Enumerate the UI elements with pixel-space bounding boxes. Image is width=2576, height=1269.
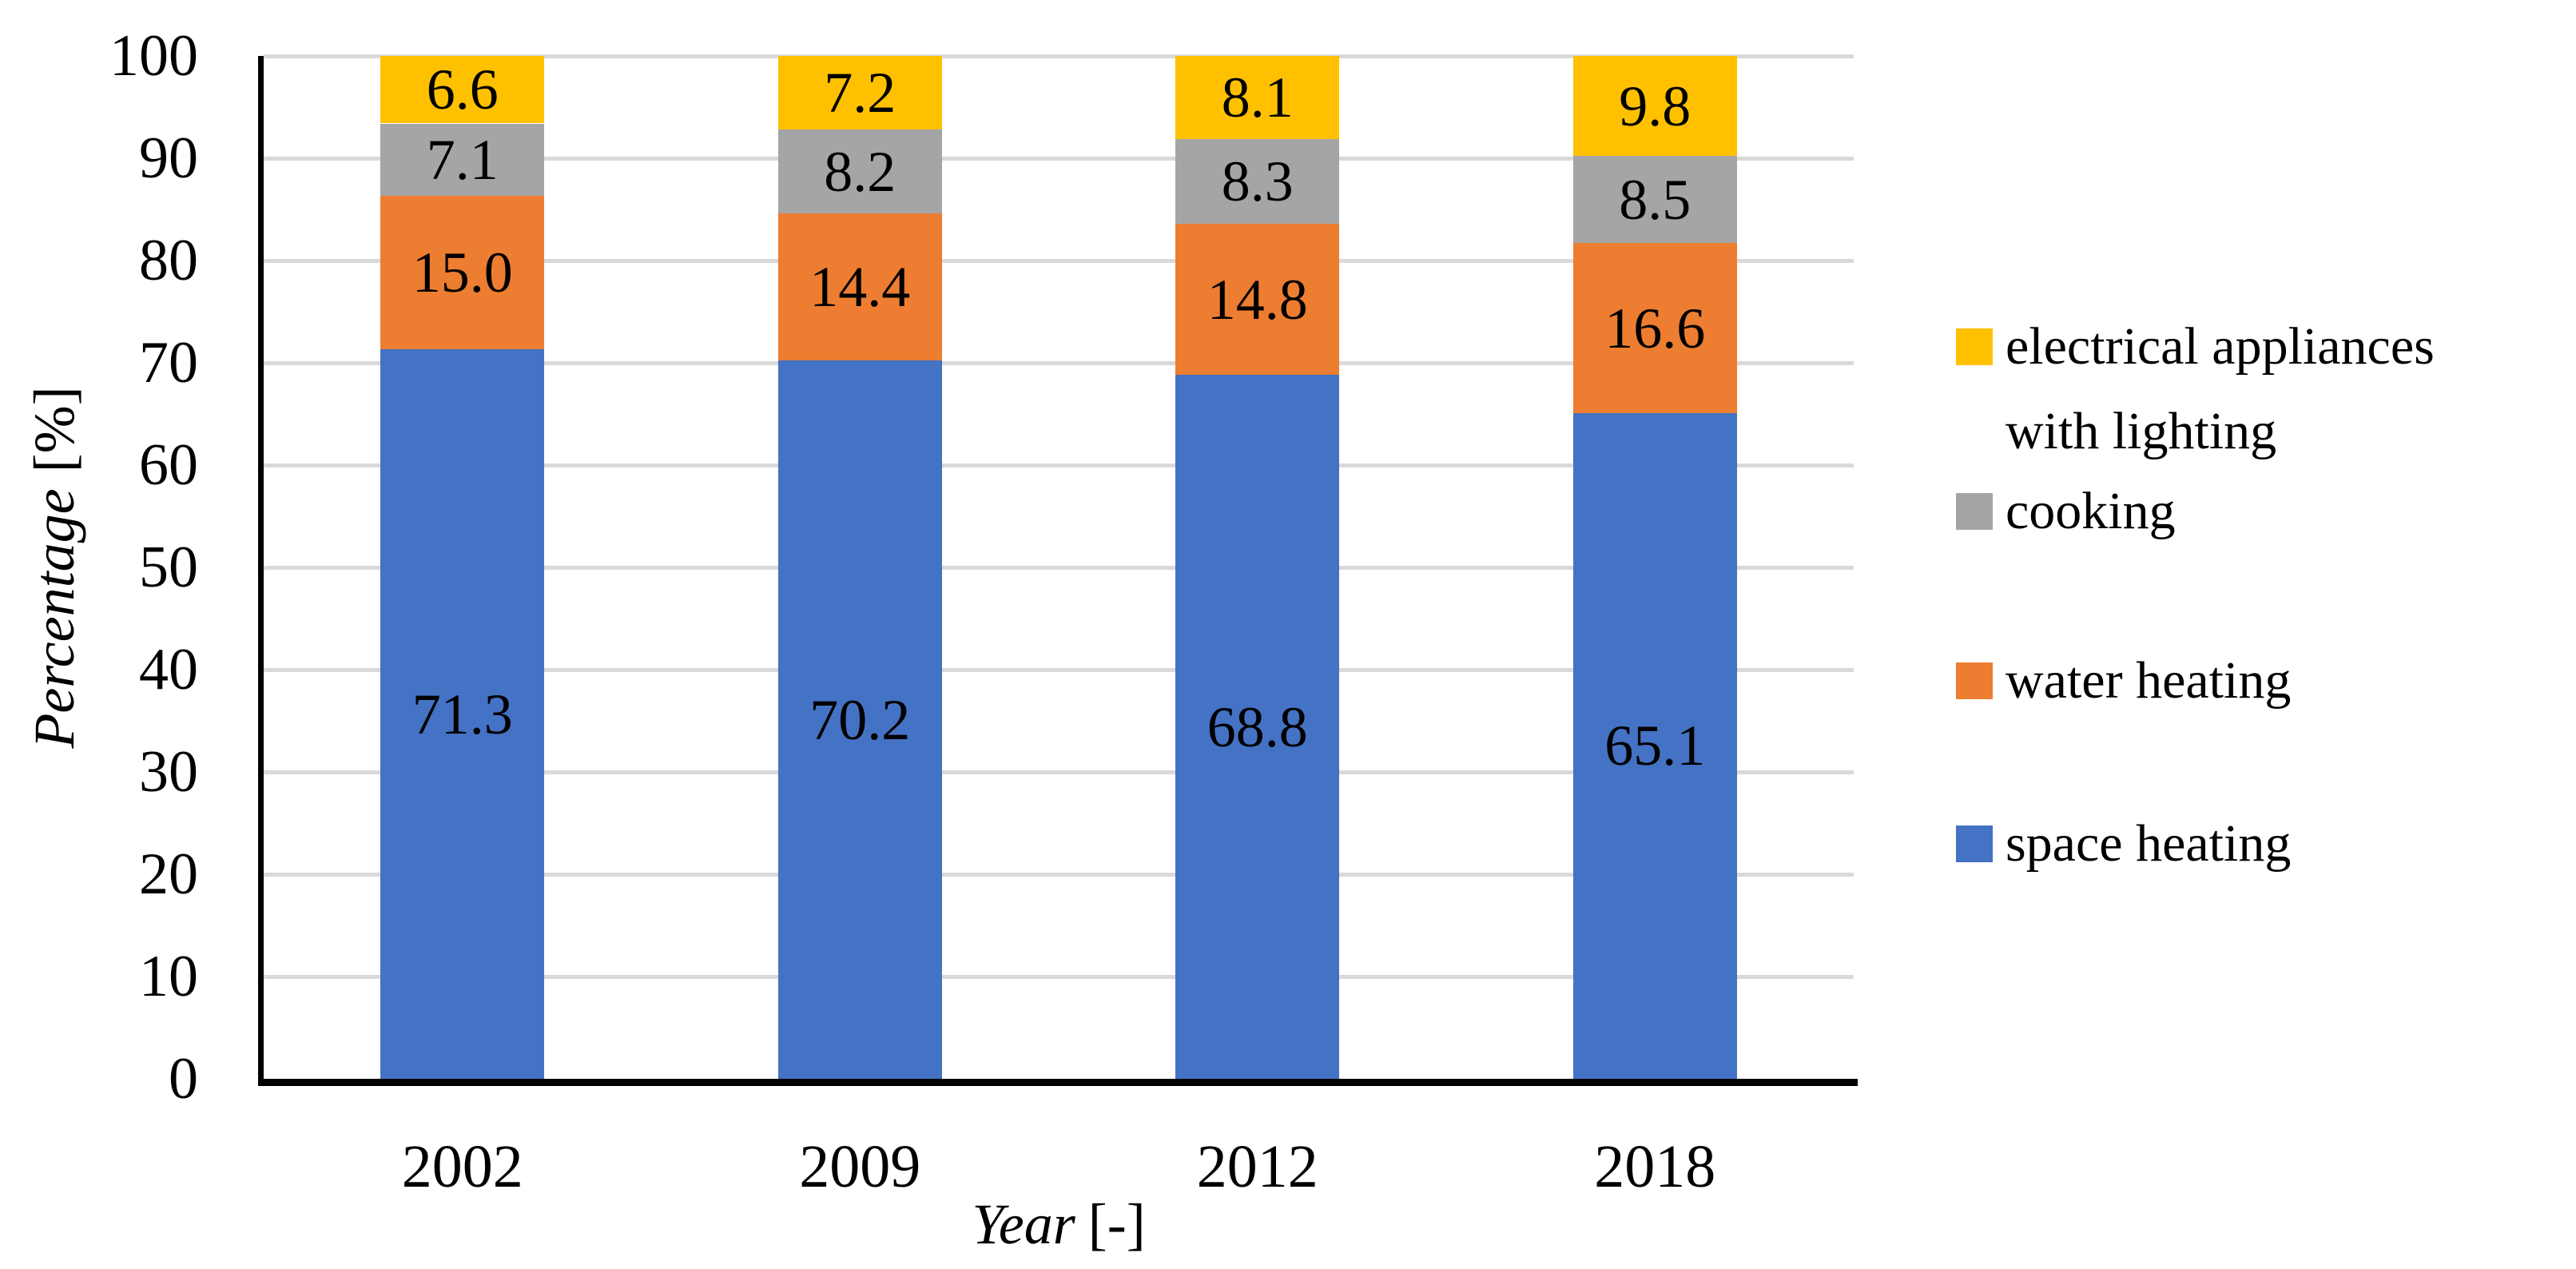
data-label: 9.8 [1619, 74, 1691, 138]
segment-water-heating: 15.0 [380, 196, 545, 350]
x-tick-label-2009: 2009 [799, 1133, 921, 1200]
segment-cooking: 8.5 [1572, 156, 1737, 244]
segment-electrical-appliances-with-lighting: 9.8 [1572, 56, 1737, 157]
gridline [264, 463, 1854, 467]
segment-electrical-appliances-with-lighting: 8.1 [1175, 56, 1340, 139]
y-tick-label: 20 [139, 841, 198, 907]
y-tick-label: 10 [139, 944, 198, 1009]
data-label: 6.6 [426, 58, 499, 122]
legend-item-electrical-appliances: electrical appliances with lighting [1956, 304, 2435, 474]
data-label: 68.8 [1207, 694, 1308, 759]
segment-electrical-appliances-with-lighting: 6.6 [380, 56, 545, 124]
bar-2002: 71.3 15.0 7.1 6.6 [380, 56, 545, 1079]
data-label: 16.6 [1604, 296, 1706, 360]
segment-water-heating: 16.6 [1572, 243, 1737, 413]
legend-swatch-icon [1956, 493, 1993, 530]
segment-water-heating: 14.4 [777, 213, 942, 361]
gridline [264, 975, 1854, 979]
y-tick-label: 30 [139, 739, 198, 805]
legend-label: cooking [2006, 482, 2176, 540]
bar-2009: 70.2 14.4 8.2 7.2 [777, 56, 942, 1079]
legend-label: water heating [2006, 651, 2292, 710]
x-tick-label-2002: 2002 [401, 1133, 523, 1200]
data-label: 7.2 [824, 61, 896, 125]
gridline [264, 873, 1854, 877]
data-label: 65.1 [1604, 714, 1706, 778]
data-label: 8.3 [1221, 149, 1294, 213]
gridline [264, 157, 1854, 161]
bar-2018: 65.1 16.6 8.5 9.8 [1572, 56, 1737, 1079]
legend-label: space heating [2006, 814, 2292, 873]
legend-item-space-heating: space heating [1956, 802, 2291, 886]
legend-item-cooking: cooking [1956, 469, 2176, 554]
segment-electrical-appliances-with-lighting: 7.2 [777, 56, 942, 130]
x-axis-line [258, 1079, 1858, 1086]
data-label: 71.3 [411, 682, 513, 746]
x-axis-title: Year [-] [972, 1195, 1145, 1253]
data-label: 14.4 [809, 255, 911, 320]
data-label: 8.2 [824, 139, 896, 204]
y-axis-title: Percentage [%] [22, 386, 86, 748]
segment-water-heating: 14.8 [1175, 223, 1340, 376]
y-tick-label: 70 [139, 330, 198, 396]
y-tick-label: 60 [139, 432, 198, 498]
segment-cooking: 7.1 [380, 123, 545, 197]
data-label: 8.1 [1221, 65, 1294, 129]
gridline [264, 259, 1854, 263]
bar-2012: 68.8 14.8 8.3 8.1 [1175, 56, 1340, 1079]
data-label: 15.0 [411, 241, 513, 305]
gridline [264, 54, 1854, 58]
data-label: 7.1 [426, 127, 499, 192]
y-tick-label: 90 [139, 125, 198, 191]
legend-item-water-heating: water heating [1956, 638, 2291, 723]
x-tick-label-2018: 2018 [1594, 1133, 1716, 1200]
x-axis-title-text: Year [972, 1192, 1075, 1256]
y-tick-label: 40 [139, 637, 198, 702]
segment-space-heating: 71.3 [380, 349, 545, 1079]
y-axis-line [258, 56, 264, 1085]
gridline [264, 770, 1854, 774]
segment-space-heating: 65.1 [1572, 412, 1737, 1079]
legend-label: electrical appliances with lighting [2006, 317, 2435, 460]
y-axis-title-text: Percentage [22, 488, 86, 749]
y-axis-title-unit: [%] [22, 386, 86, 473]
legend-swatch-icon [1956, 662, 1993, 699]
legend-swatch-icon [1956, 825, 1993, 862]
legend-swatch-icon [1956, 328, 1993, 365]
gridline [264, 566, 1854, 570]
segment-cooking: 8.2 [777, 129, 942, 214]
data-label: 14.8 [1207, 267, 1308, 332]
gridline [264, 668, 1854, 672]
data-label: 70.2 [809, 687, 911, 752]
segment-cooking: 8.3 [1175, 138, 1340, 224]
y-tick-label: 0 [169, 1046, 198, 1112]
y-tick-label: 80 [139, 228, 198, 293]
plot-area: 71.3 15.0 7.1 6.6 70.2 14.4 8.2 7.2 68.8 14.8 8.3 8… [258, 54, 1858, 1086]
data-label: 8.5 [1619, 167, 1691, 232]
segment-space-heating: 68.8 [1175, 375, 1340, 1079]
x-axis-title-unit: [-] [1087, 1192, 1146, 1256]
x-tick-label-2012: 2012 [1196, 1133, 1318, 1200]
gridline [264, 361, 1854, 365]
segment-space-heating: 70.2 [777, 360, 942, 1079]
y-tick-label: 100 [109, 23, 198, 89]
y-tick-label: 50 [139, 535, 198, 600]
